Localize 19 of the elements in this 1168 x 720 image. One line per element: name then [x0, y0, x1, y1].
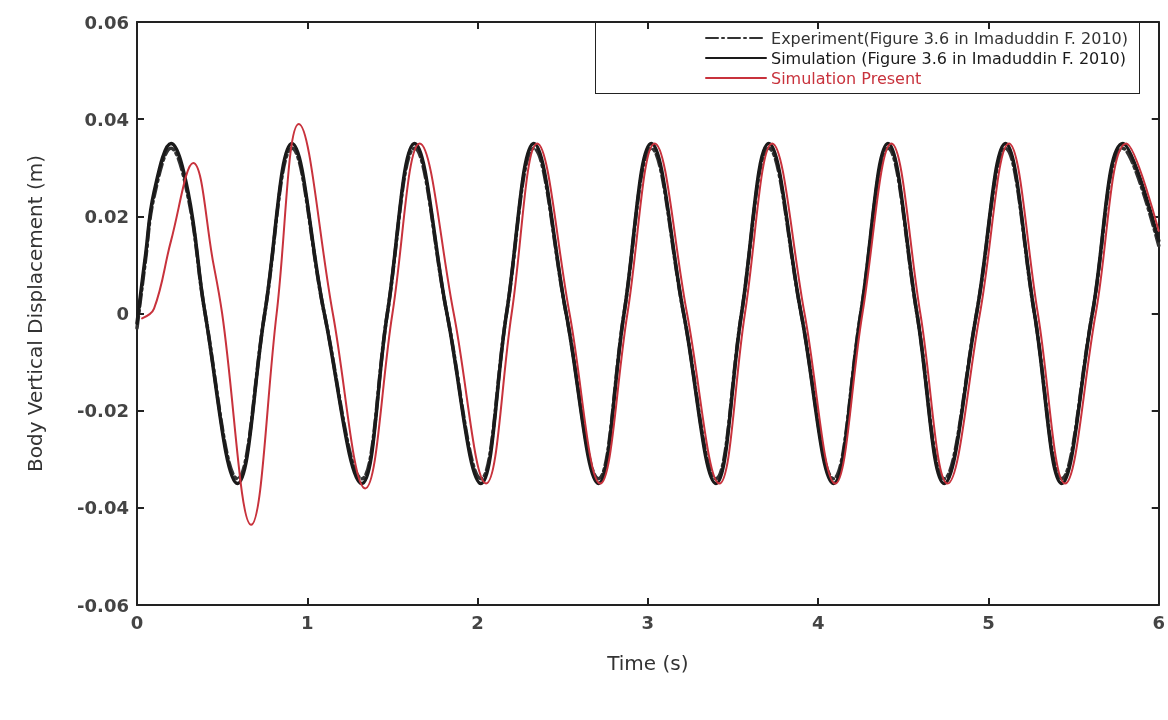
x-axis-title: Time (s)	[606, 651, 689, 675]
y-tick-label: -0.04	[77, 497, 129, 519]
x-tick-label: 3	[641, 611, 655, 633]
x-tick-label: 1	[301, 611, 314, 633]
y-tick-label: -0.06	[77, 594, 129, 616]
y-tick-label: 0.06	[84, 11, 129, 33]
x-tick-label: 4	[811, 611, 825, 633]
y-tick-label: -0.02	[77, 400, 129, 422]
y-tick-label: 0.02	[84, 205, 129, 227]
legend-label: Simulation (Figure 3.6 in Imaduddin F. 2010)	[771, 48, 1126, 68]
legend-label: Simulation Present	[771, 68, 922, 88]
x-tick-label: 2	[471, 611, 484, 633]
x-tick-label: 5	[982, 611, 995, 633]
x-tick-label: 0	[130, 611, 144, 633]
y-tick-label: 0	[116, 303, 129, 324]
y-tick-label: 0.04	[84, 108, 129, 130]
x-tick-label: 6	[1152, 611, 1165, 633]
legend-label: Experiment(Figure 3.6 in Imaduddin F. 2010)	[771, 28, 1128, 48]
y-axis-title: Body Vertical Displacement (m)	[23, 154, 47, 473]
